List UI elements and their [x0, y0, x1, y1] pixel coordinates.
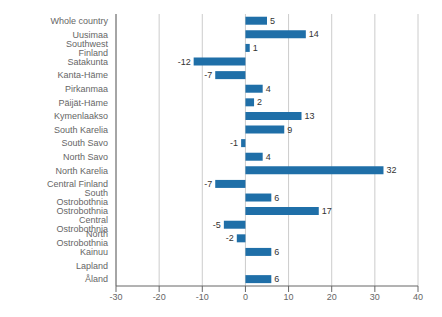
svg-text:-5: -5: [213, 220, 221, 230]
svg-text:-2: -2: [226, 233, 234, 243]
svg-text:20: 20: [327, 292, 337, 302]
svg-text:South Savo: South Savo: [61, 138, 108, 148]
svg-text:South Karelia: South Karelia: [54, 125, 108, 135]
svg-text:-7: -7: [204, 179, 212, 189]
svg-text:Ostrobothnia: Ostrobothnia: [56, 206, 108, 217]
svg-text:NorthOstrobothnia: NorthOstrobothnia: [56, 229, 108, 248]
svg-text:6: 6: [274, 193, 279, 203]
html-text:Central: Central: [79, 215, 108, 226]
svg-text:Whole country: Whole country: [50, 16, 108, 26]
svg-text:Uusimaa: Uusimaa: [72, 29, 108, 40]
svg-text:Kanta-Häme: Kanta-Häme: [57, 70, 108, 80]
svg-text:10: 10: [284, 292, 294, 302]
svg-text:Kainuu: Kainuu: [80, 247, 108, 257]
svg-text:-12: -12: [178, 57, 191, 67]
svg-text:5: 5: [270, 16, 275, 26]
svg-text:6: 6: [274, 247, 279, 257]
svg-text:Lapland: Lapland: [76, 261, 108, 271]
svg-text:14: 14: [309, 29, 319, 39]
svg-text:30: 30: [370, 292, 380, 302]
svg-text:6: 6: [274, 274, 279, 284]
svg-text:Kymenlaakso: Kymenlaakso: [54, 111, 108, 121]
svg-text:SouthwestFinland: SouthwestFinland: [66, 39, 109, 58]
svg-text:-10: -10: [196, 292, 209, 302]
svg-text:-30: -30: [109, 292, 122, 302]
svg-text:Satakunta: Satakunta: [67, 57, 108, 67]
svg-text:4: 4: [266, 152, 271, 162]
svg-text:9: 9: [287, 125, 292, 135]
svg-text:-1: -1: [230, 138, 238, 148]
svg-text:17: 17: [322, 206, 332, 216]
svg-text:1: 1: [253, 43, 258, 53]
svg-text:-7: -7: [204, 70, 212, 80]
svg-text:32: 32: [386, 165, 396, 175]
svg-text:Päijät-Häme: Päijät-Häme: [58, 98, 108, 108]
svg-text:Pirkanmaa: Pirkanmaa: [65, 84, 108, 94]
svg-text:North Savo: North Savo: [63, 152, 108, 162]
svg-text:2: 2: [257, 97, 262, 107]
svg-text:SouthOstrobothnia: SouthOstrobothnia: [56, 188, 108, 207]
svg-text:40: 40: [413, 292, 423, 302]
svg-text:North Karelia: North Karelia: [55, 166, 108, 176]
svg-text:4: 4: [266, 84, 271, 94]
svg-text:13: 13: [305, 111, 315, 121]
svg-text:Central Finland: Central Finland: [47, 179, 108, 190]
svg-text:Åland: Åland: [85, 274, 108, 284]
svg-text:0: 0: [243, 292, 248, 302]
svg-text:-20: -20: [153, 292, 166, 302]
